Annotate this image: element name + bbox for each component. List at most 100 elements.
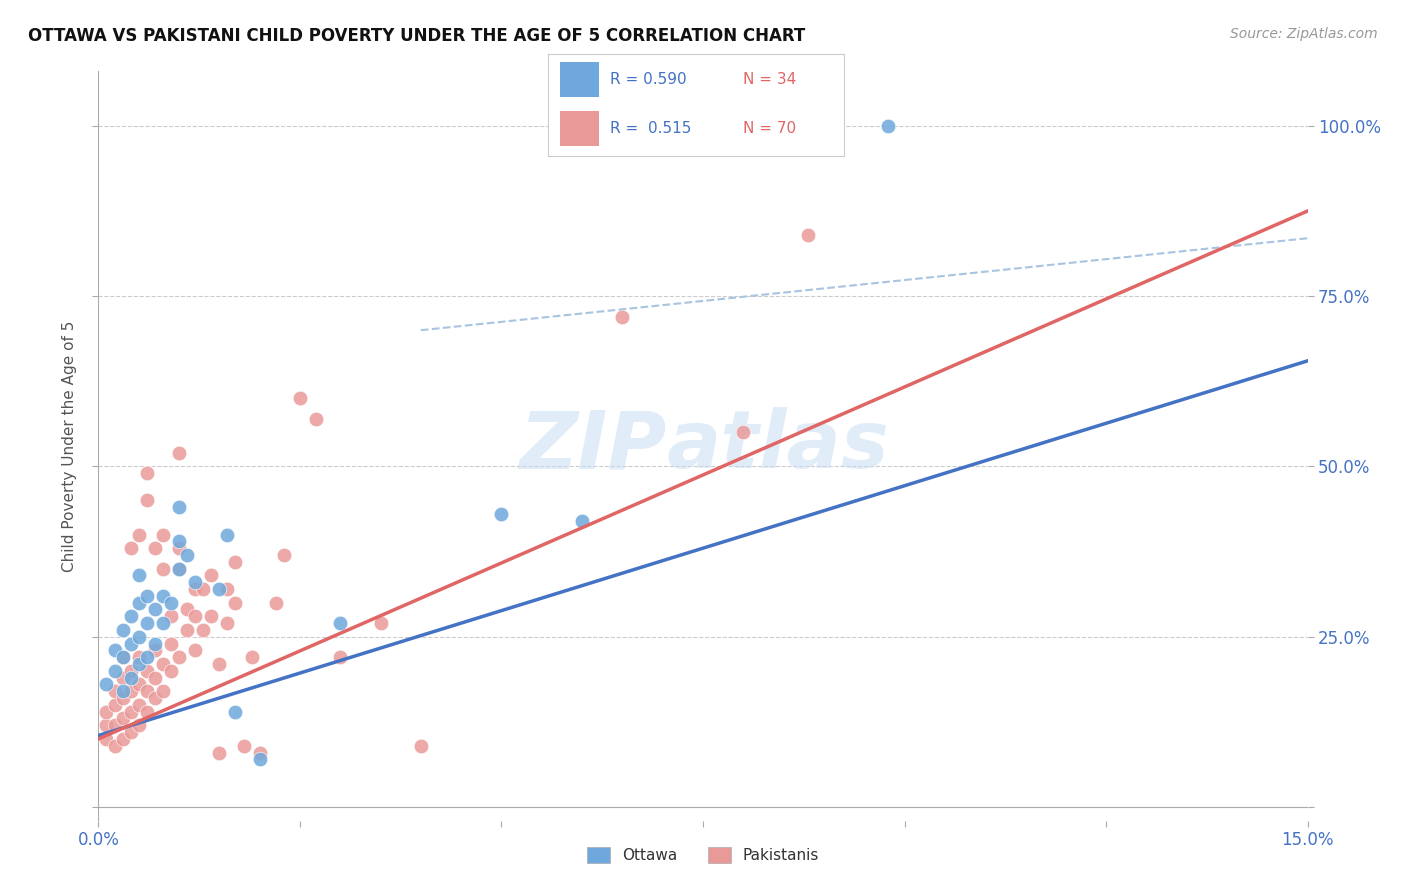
Point <box>128 650 150 665</box>
Point <box>184 582 207 596</box>
Point <box>128 630 150 644</box>
Text: R =  0.515: R = 0.515 <box>610 121 692 136</box>
Point <box>96 731 118 746</box>
Point <box>240 650 263 665</box>
Point <box>143 541 166 556</box>
Point <box>103 718 125 732</box>
Point <box>111 671 134 685</box>
Point <box>111 650 134 665</box>
Point <box>329 616 352 631</box>
Point <box>160 609 183 624</box>
Point <box>152 561 174 575</box>
FancyBboxPatch shape <box>560 111 599 145</box>
Point <box>135 650 157 665</box>
Point <box>143 602 166 616</box>
Point <box>217 527 239 541</box>
Point <box>135 589 157 603</box>
Point <box>184 643 207 657</box>
Point <box>120 684 142 698</box>
Point <box>143 643 166 657</box>
Point <box>111 650 134 665</box>
Point <box>208 746 231 760</box>
Point <box>152 616 174 631</box>
Point <box>111 731 134 746</box>
Point <box>193 582 215 596</box>
Point <box>305 411 328 425</box>
Text: ZIP: ZIP <box>519 407 666 485</box>
Point <box>120 664 142 678</box>
Point <box>120 541 142 556</box>
Point <box>103 664 125 678</box>
Point <box>370 616 392 631</box>
Point <box>96 718 118 732</box>
Point <box>176 548 198 562</box>
Point <box>184 575 207 590</box>
Point <box>143 691 166 706</box>
Point <box>160 664 183 678</box>
Point <box>135 684 157 698</box>
Point <box>128 698 150 712</box>
Point <box>135 493 157 508</box>
Point <box>135 664 157 678</box>
Point <box>167 446 190 460</box>
Point <box>111 711 134 725</box>
Point <box>128 677 150 691</box>
Point <box>167 534 190 549</box>
Point <box>167 650 190 665</box>
Point <box>249 746 271 760</box>
Text: atlas: atlas <box>666 407 890 485</box>
Point <box>167 500 190 515</box>
Point <box>120 671 142 685</box>
Point <box>249 752 271 766</box>
Point <box>491 507 513 521</box>
Point <box>160 636 183 650</box>
Point <box>128 568 150 582</box>
Point <box>135 467 157 481</box>
Point <box>224 596 246 610</box>
Point <box>797 227 820 242</box>
Point <box>128 527 150 541</box>
Point <box>208 657 231 671</box>
Point <box>193 623 215 637</box>
Point <box>143 636 166 650</box>
Y-axis label: Child Poverty Under the Age of 5: Child Poverty Under the Age of 5 <box>62 320 77 572</box>
Point <box>152 684 174 698</box>
Text: R = 0.590: R = 0.590 <box>610 71 688 87</box>
Text: OTTAWA VS PAKISTANI CHILD POVERTY UNDER THE AGE OF 5 CORRELATION CHART: OTTAWA VS PAKISTANI CHILD POVERTY UNDER … <box>28 27 806 45</box>
Point <box>733 425 755 440</box>
Point <box>273 548 295 562</box>
Point <box>96 705 118 719</box>
Point <box>103 684 125 698</box>
Point <box>224 705 246 719</box>
Point <box>409 739 432 753</box>
Text: Source: ZipAtlas.com: Source: ZipAtlas.com <box>1230 27 1378 41</box>
Point <box>120 725 142 739</box>
Point <box>111 623 134 637</box>
Point <box>128 596 150 610</box>
Point <box>224 555 246 569</box>
Text: N = 34: N = 34 <box>744 71 796 87</box>
Point <box>176 623 198 637</box>
Point <box>152 527 174 541</box>
Point <box>111 684 134 698</box>
Point <box>135 616 157 631</box>
Point <box>200 609 222 624</box>
Point <box>612 310 634 324</box>
Point <box>120 705 142 719</box>
Point <box>184 609 207 624</box>
Point <box>96 677 118 691</box>
Point <box>167 561 190 575</box>
Point <box>160 596 183 610</box>
Point <box>167 561 190 575</box>
Point <box>200 568 222 582</box>
Point <box>176 602 198 616</box>
Point <box>232 739 254 753</box>
Point <box>128 657 150 671</box>
Point <box>120 609 142 624</box>
Point <box>329 650 352 665</box>
Point <box>120 636 142 650</box>
Point <box>103 739 125 753</box>
FancyBboxPatch shape <box>560 62 599 96</box>
Point <box>128 718 150 732</box>
Text: N = 70: N = 70 <box>744 121 796 136</box>
